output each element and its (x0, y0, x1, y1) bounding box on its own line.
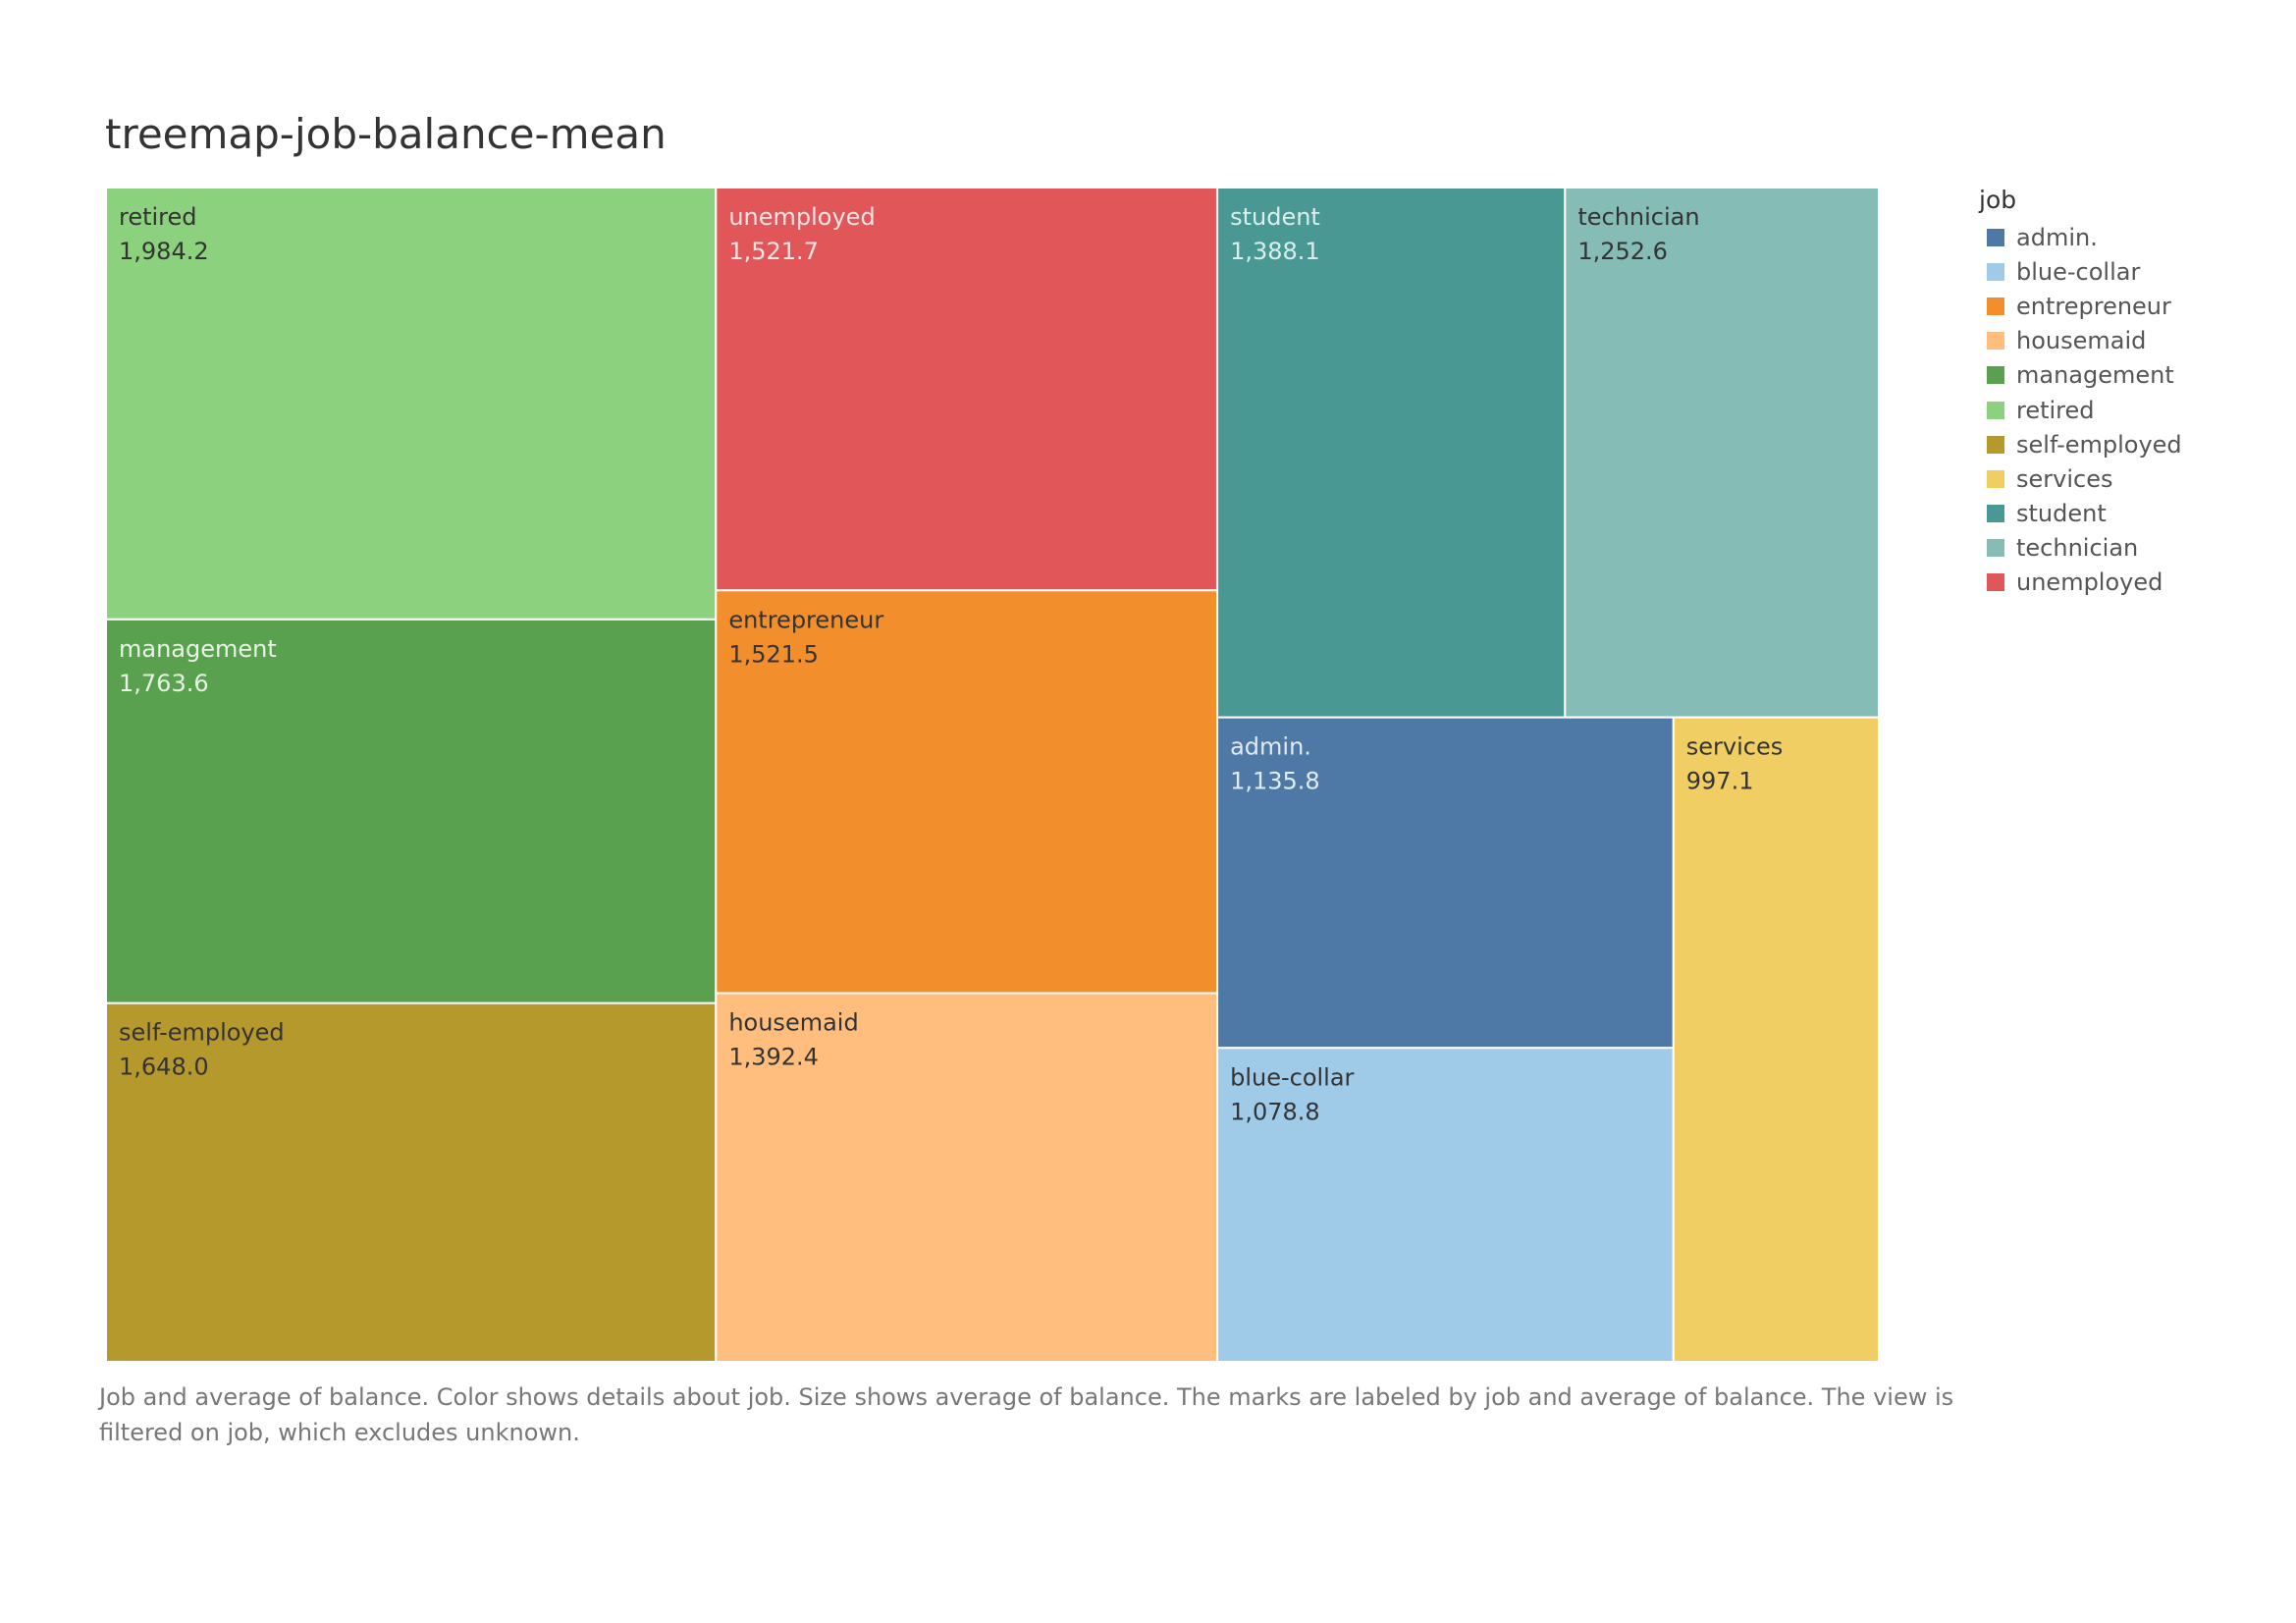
legend-item[interactable]: student (1979, 497, 2273, 531)
treemap-tile-retired[interactable]: retired 1,984.2 (106, 188, 718, 621)
treemap-tile-admin[interactable]: admin. 1,135.8 (1216, 716, 1675, 1050)
treemap-rect[interactable] (1672, 716, 1879, 1362)
treemap-rect[interactable] (1216, 188, 1567, 719)
treemap-rect[interactable] (1564, 188, 1879, 719)
legend-item[interactable]: technician (1979, 531, 2273, 566)
legend-swatch (1987, 228, 2004, 246)
treemap-rect[interactable] (1216, 1047, 1675, 1362)
legend-item[interactable]: unemployed (1979, 566, 2273, 600)
treemap-tile-unemployed[interactable]: unemployed 1,521.7 (715, 188, 1219, 592)
legend-swatch (1987, 401, 2004, 419)
legend-label: housemaid (2016, 327, 2147, 355)
treemap-tile-entrepreneur[interactable]: entrepreneur 1,521.5 (715, 589, 1219, 995)
tile-value-label: 1,521.7 (728, 238, 819, 265)
treemap-rect[interactable] (715, 188, 1219, 592)
legend-item[interactable]: blue-collar (1979, 254, 2273, 289)
tile-name-label: entrepreneur (728, 606, 883, 633)
treemap-rect[interactable] (106, 618, 718, 1004)
tile-name-label: retired (119, 203, 197, 231)
legend-swatch (1987, 366, 2004, 385)
treemap-tile-blue-collar[interactable]: blue-collar 1,078.8 (1216, 1047, 1675, 1362)
tile-value-label: 1,078.8 (1230, 1098, 1320, 1125)
tile-name-label: housemaid (728, 1009, 858, 1037)
legend-item[interactable]: retired (1979, 393, 2273, 427)
tile-value-label: 997.1 (1686, 768, 1754, 795)
legend-swatch (1987, 297, 2004, 315)
legend-swatch (1987, 435, 2004, 454)
legend-label: self-employed (2016, 430, 2182, 459)
color-legend: job admin. blue-collar entrepreneur housema… (1979, 185, 2273, 600)
tile-value-label: 1,984.2 (119, 238, 209, 265)
legend-label: retired (2016, 396, 2095, 424)
chart-caption: Job and average of balance. Color shows … (99, 1383, 1954, 1446)
treemap-tile-technician[interactable]: technician 1,252.6 (1564, 188, 1879, 719)
treemap-rect[interactable] (715, 992, 1219, 1362)
legend-label: unemployed (2016, 568, 2163, 597)
tile-name-label: technician (1577, 203, 1699, 231)
legend-item[interactable]: services (1979, 461, 2273, 496)
treemap-tile-management[interactable]: management 1,763.6 (106, 618, 718, 1004)
legend-label: student (2016, 500, 2107, 528)
treemap-tile-housemaid[interactable]: housemaid 1,392.4 (715, 992, 1219, 1362)
legend-item[interactable]: entrepreneur (1979, 289, 2273, 323)
legend-item[interactable]: management (1979, 358, 2273, 393)
legend-label: blue-collar (2016, 257, 2141, 286)
tile-name-label: admin. (1230, 733, 1311, 761)
legend-item[interactable]: self-employed (1979, 427, 2273, 461)
tile-value-label: 1,388.1 (1230, 238, 1320, 265)
tile-name-label: unemployed (728, 203, 875, 231)
tile-name-label: services (1686, 733, 1783, 761)
tile-name-label: student (1230, 203, 1320, 231)
legend-label: services (2016, 464, 2113, 493)
treemap-rect[interactable] (106, 188, 718, 621)
legend-title: job (1979, 186, 2017, 214)
legend-item[interactable]: housemaid (1979, 324, 2273, 358)
legend-swatch (1987, 262, 2004, 281)
treemap-tile-services[interactable]: services 997.1 (1672, 716, 1879, 1362)
legend-swatch (1987, 332, 2004, 351)
legend-swatch (1987, 469, 2004, 488)
legend-swatch (1987, 539, 2004, 558)
treemap-plot: retired 1,984.2 management 1,763.6 self-empl… (106, 188, 1879, 1362)
treemap-tile-self-employed[interactable]: self-employed 1,648.0 (106, 1001, 718, 1362)
treemap-tile-student[interactable]: student 1,388.1 (1216, 188, 1567, 719)
tile-value-label: 1,648.0 (119, 1054, 209, 1081)
legend-item[interactable]: admin. (1979, 220, 2273, 254)
legend-label: technician (2016, 534, 2139, 563)
legend-label: management (2016, 361, 2174, 390)
treemap-rect[interactable] (106, 1001, 718, 1362)
legend-swatch (1987, 505, 2004, 523)
treemap-svg: retired 1,984.2 management 1,763.6 self-empl… (106, 188, 1879, 1362)
tile-value-label: 1,763.6 (119, 670, 209, 697)
tile-name-label: self-employed (119, 1019, 285, 1047)
legend-label: entrepreneur (2016, 292, 2171, 320)
tile-value-label: 1,135.8 (1230, 768, 1320, 795)
treemap-rect[interactable] (715, 589, 1219, 995)
legend-label: admin. (2016, 223, 2098, 251)
tile-value-label: 1,252.6 (1577, 238, 1668, 265)
tile-value-label: 1,521.5 (728, 640, 819, 668)
tile-value-label: 1,392.4 (728, 1044, 819, 1071)
legend-swatch (1987, 573, 2004, 592)
tile-name-label: blue-collar (1230, 1063, 1354, 1091)
tile-name-label: management (119, 635, 277, 663)
treemap-rect[interactable] (1216, 716, 1675, 1050)
chart-title: treemap-job-balance-mean (105, 110, 667, 158)
legend-list: admin. blue-collar entrepreneur housemaid ma… (1979, 220, 2273, 600)
